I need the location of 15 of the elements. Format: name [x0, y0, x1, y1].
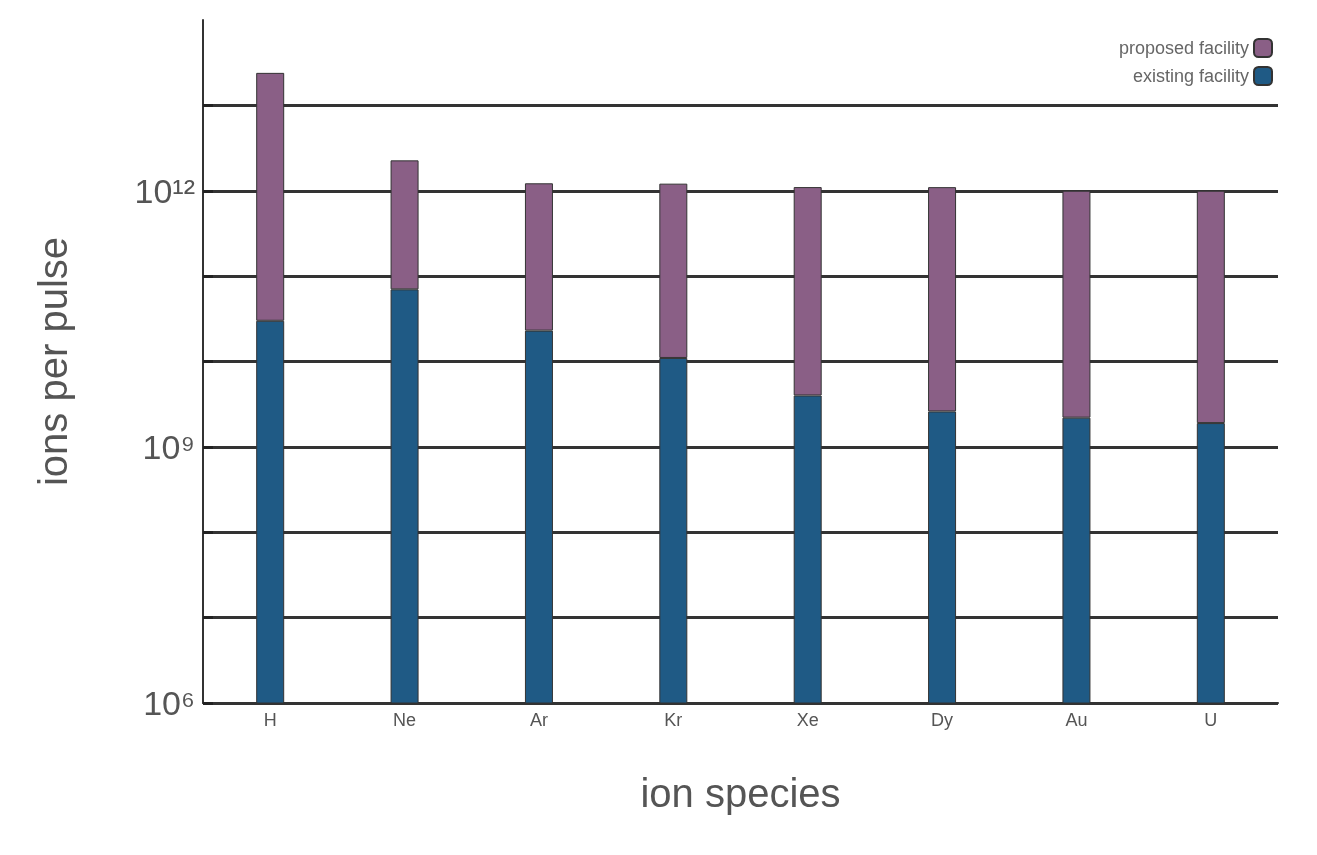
y-tick-label: 10⁶ — [143, 684, 195, 722]
y-tick-label: 10¹² — [134, 171, 195, 210]
x-axis-title: ion species — [640, 771, 841, 815]
x-tick-label: Au — [1065, 710, 1088, 730]
x-tick-label: Ne — [393, 710, 417, 730]
x-tick-label: U — [1204, 710, 1218, 730]
x-tick-label: Kr — [664, 710, 683, 730]
y-tick-label: 10⁹ — [142, 427, 195, 466]
x-tick-label: Xe — [796, 710, 819, 730]
legend-label: proposed facility — [1118, 38, 1249, 58]
x-tick-label: Dy — [931, 710, 954, 730]
legend-label: existing facility — [1132, 66, 1249, 86]
x-tick-label: Ar — [529, 710, 548, 730]
x-tick-label: H — [263, 710, 277, 730]
y-axis-title: ions per pulse — [31, 236, 75, 487]
